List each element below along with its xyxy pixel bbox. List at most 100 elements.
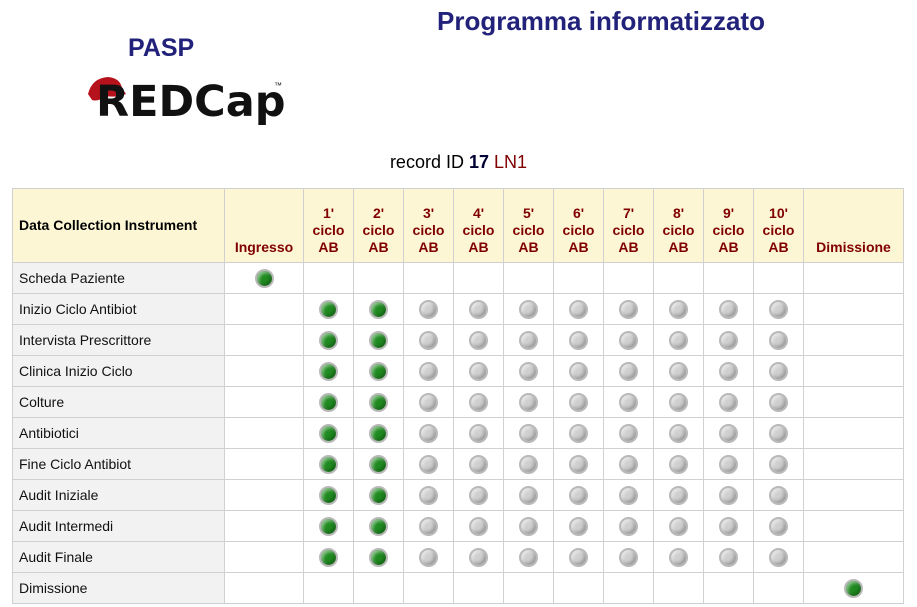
status-icon[interactable] <box>519 516 538 536</box>
status-icon[interactable] <box>719 330 738 350</box>
status-icon[interactable] <box>369 516 388 536</box>
status-icon[interactable] <box>669 330 688 350</box>
status-cell <box>803 572 904 604</box>
status-icon[interactable] <box>569 547 588 567</box>
status-icon[interactable] <box>519 392 538 412</box>
status-icon[interactable] <box>619 299 638 319</box>
status-icon[interactable] <box>319 392 338 412</box>
status-icon[interactable] <box>369 423 388 443</box>
status-icon[interactable] <box>319 547 338 567</box>
status-icon[interactable] <box>669 485 688 505</box>
status-icon[interactable] <box>419 392 438 412</box>
status-icon[interactable] <box>369 392 388 412</box>
status-icon[interactable] <box>669 516 688 536</box>
status-icon[interactable] <box>319 454 338 474</box>
status-icon[interactable] <box>569 361 588 381</box>
status-icon[interactable] <box>719 423 738 443</box>
status-icon[interactable] <box>769 330 788 350</box>
status-icon[interactable] <box>719 392 738 412</box>
status-icon[interactable] <box>469 330 488 350</box>
status-icon[interactable] <box>569 392 588 412</box>
status-icon[interactable] <box>619 361 638 381</box>
status-icon[interactable] <box>369 485 388 505</box>
status-icon[interactable] <box>769 547 788 567</box>
status-icon[interactable] <box>419 423 438 443</box>
status-icon[interactable] <box>469 361 488 381</box>
status-icon[interactable] <box>419 485 438 505</box>
status-icon[interactable] <box>719 547 738 567</box>
status-cell <box>453 293 504 325</box>
status-icon[interactable] <box>369 454 388 474</box>
status-icon[interactable] <box>369 299 388 319</box>
status-icon[interactable] <box>469 454 488 474</box>
status-cell <box>703 448 754 480</box>
status-icon[interactable] <box>519 361 538 381</box>
status-icon[interactable] <box>319 361 338 381</box>
status-icon[interactable] <box>619 392 638 412</box>
status-icon[interactable] <box>369 330 388 350</box>
status-icon[interactable] <box>419 516 438 536</box>
status-icon[interactable] <box>469 423 488 443</box>
status-icon[interactable] <box>719 361 738 381</box>
status-icon[interactable] <box>319 485 338 505</box>
status-icon[interactable] <box>319 423 338 443</box>
status-icon[interactable] <box>319 330 338 350</box>
status-icon[interactable] <box>569 423 588 443</box>
status-icon[interactable] <box>419 547 438 567</box>
status-cell <box>224 386 304 418</box>
status-icon[interactable] <box>619 423 638 443</box>
column-header-line: 4' <box>472 205 485 221</box>
status-icon[interactable] <box>519 299 538 319</box>
status-icon[interactable] <box>719 516 738 536</box>
status-icon[interactable] <box>319 516 338 536</box>
status-icon[interactable] <box>469 516 488 536</box>
status-icon[interactable] <box>469 485 488 505</box>
status-icon[interactable] <box>669 392 688 412</box>
status-icon[interactable] <box>369 361 388 381</box>
status-icon[interactable] <box>669 423 688 443</box>
status-icon[interactable] <box>769 423 788 443</box>
status-icon[interactable] <box>369 547 388 567</box>
status-icon[interactable] <box>319 299 338 319</box>
status-icon[interactable] <box>769 485 788 505</box>
status-icon[interactable] <box>519 485 538 505</box>
status-icon[interactable] <box>419 299 438 319</box>
status-icon[interactable] <box>569 485 588 505</box>
status-icon[interactable] <box>419 330 438 350</box>
status-icon[interactable] <box>669 547 688 567</box>
status-icon[interactable] <box>569 454 588 474</box>
status-icon[interactable] <box>769 454 788 474</box>
status-icon[interactable] <box>469 547 488 567</box>
status-icon[interactable] <box>619 547 638 567</box>
status-icon[interactable] <box>619 485 638 505</box>
status-icon[interactable] <box>669 454 688 474</box>
status-icon[interactable] <box>519 547 538 567</box>
status-icon[interactable] <box>569 330 588 350</box>
status-icon[interactable] <box>619 330 638 350</box>
status-icon[interactable] <box>569 516 588 536</box>
status-cell <box>503 510 554 542</box>
status-cell <box>803 417 904 449</box>
status-icon[interactable] <box>769 361 788 381</box>
status-icon[interactable] <box>769 299 788 319</box>
status-icon[interactable] <box>844 578 863 598</box>
status-icon[interactable] <box>619 454 638 474</box>
status-icon[interactable] <box>469 299 488 319</box>
status-icon[interactable] <box>769 516 788 536</box>
status-icon[interactable] <box>469 392 488 412</box>
status-icon[interactable] <box>519 330 538 350</box>
status-icon[interactable] <box>719 299 738 319</box>
status-icon[interactable] <box>254 268 274 288</box>
status-icon[interactable] <box>669 299 688 319</box>
status-cell <box>224 448 304 480</box>
status-icon[interactable] <box>719 485 738 505</box>
status-icon[interactable] <box>769 392 788 412</box>
status-icon[interactable] <box>569 299 588 319</box>
status-icon[interactable] <box>619 516 638 536</box>
status-icon[interactable] <box>719 454 738 474</box>
status-icon[interactable] <box>519 454 538 474</box>
status-icon[interactable] <box>519 423 538 443</box>
status-icon[interactable] <box>669 361 688 381</box>
status-icon[interactable] <box>419 454 438 474</box>
status-icon[interactable] <box>419 361 438 381</box>
